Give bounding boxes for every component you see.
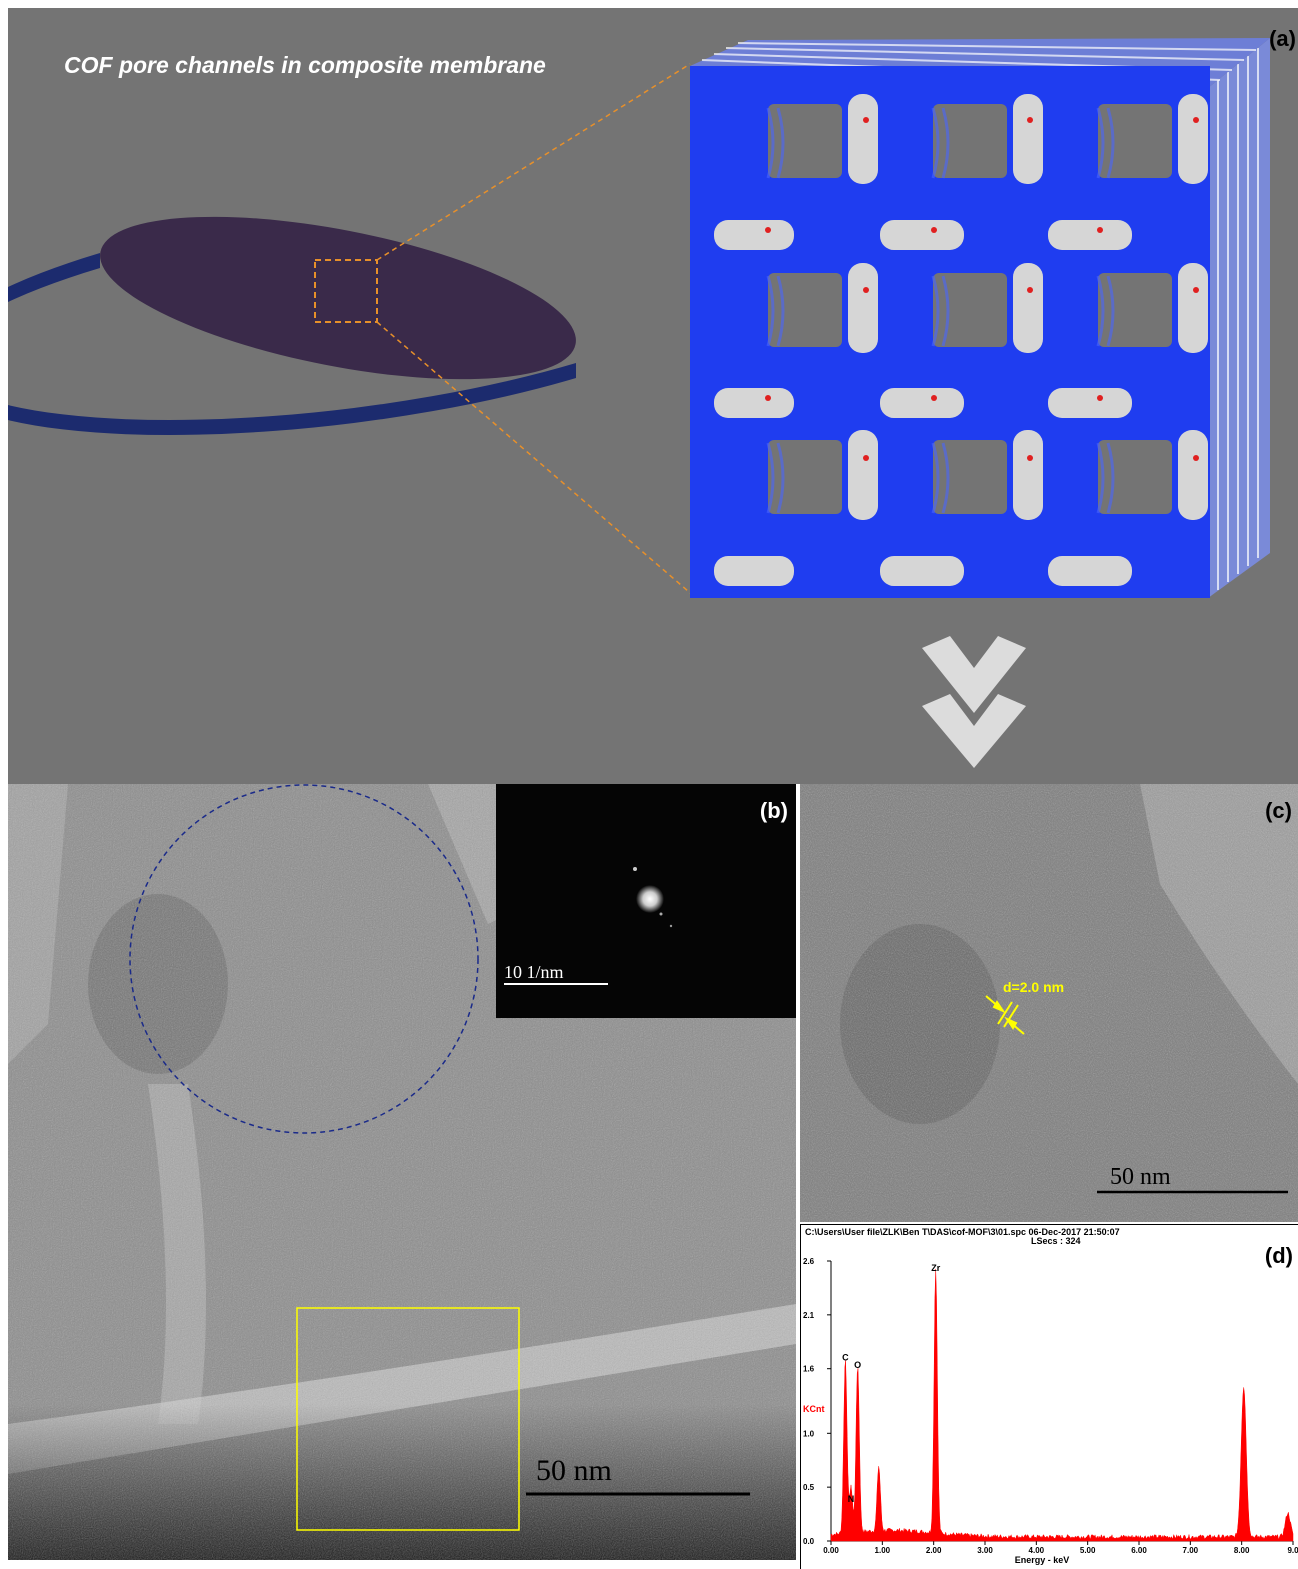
panel-c-tem-image: d=2.0 nm 50 nm (c) — [800, 784, 1298, 1222]
eds-x-tick-label: 0.00 — [823, 1546, 839, 1555]
zoom-line-bottom — [376, 321, 697, 599]
panel-d-label: (d) — [1264, 1243, 1293, 1268]
eds-x-tick-label: 2.00 — [926, 1546, 942, 1555]
panel-a-illustration — [8, 38, 1270, 768]
panel-b-scale-label: 50 nm — [536, 1454, 612, 1487]
panel-a: COF pore channels in composite membrane … — [8, 8, 1298, 784]
saed-scale-label: 10 1/nm — [504, 962, 564, 982]
eds-x-tick-label: 7.00 — [1183, 1546, 1199, 1555]
panel-b-label: (b) — [759, 798, 788, 823]
eds-peak-label: C — [842, 1353, 849, 1363]
eds-y-tick-label: 0.0 — [803, 1537, 815, 1546]
panel-a-label: (a) — [1269, 26, 1296, 51]
eds-y-tick-label: 2.1 — [803, 1311, 815, 1320]
eds-header-path: C:\Users\User file\ZLK\Ben T\DAS\cof-MOF… — [805, 1227, 1120, 1237]
eds-y-tick-label: 2.6 — [803, 1257, 815, 1266]
zoom-line-top — [376, 63, 691, 261]
eds-x-tick-label: 9.0 — [1287, 1546, 1298, 1555]
zoom-box — [314, 259, 378, 323]
d-spacing-marker — [985, 995, 1025, 1035]
panel-c-label: (c) — [1265, 798, 1292, 823]
double-chevron-down-icon — [922, 636, 1026, 768]
eds-peak-label: O — [854, 1360, 861, 1370]
membrane-disc — [8, 216, 576, 436]
eds-y-tick-label: 0.5 — [803, 1483, 815, 1492]
eds-chart: 0.0 0.5 1.0 1.6 2.1 2.6 0.00 1.00 2.00 3.00 4.00 5.… — [803, 1257, 1298, 1565]
eds-x-tick-label: 4.00 — [1029, 1546, 1045, 1555]
eds-x-tick-label: 1.00 — [875, 1546, 891, 1555]
eds-peak-label: Zr — [931, 1263, 940, 1273]
panel-d-eds-spectrum: C:\Users\User file\ZLK\Ben T\DAS\cof-MOF… — [800, 1224, 1298, 1569]
saed-central-spot — [636, 885, 664, 913]
eds-x-tick-label: 5.00 — [1080, 1546, 1096, 1555]
saed-inset: 10 1/nm (b) — [496, 784, 796, 1018]
panel-b-tem-image: 50 nm 10 1/nm (b) — [8, 784, 796, 1560]
eds-x-tick-label: 6.00 — [1131, 1546, 1147, 1555]
panel-c-scale-label: 50 nm — [1110, 1164, 1171, 1190]
eds-x-tick-label: 3.00 — [977, 1546, 993, 1555]
eds-y-tick-label: 1.6 — [803, 1365, 815, 1374]
selected-region-box — [296, 1307, 520, 1531]
eds-header-lsecs: LSecs : 324 — [1031, 1236, 1081, 1246]
eds-x-tick-label: 8.00 — [1234, 1546, 1250, 1555]
eds-x-axis-label: Energy - keV — [1015, 1555, 1070, 1565]
d-spacing-label: d=2.0 nm — [1003, 979, 1065, 995]
panel-a-title: COF pore channels in composite membrane — [64, 52, 546, 78]
eds-spectrum-series — [830, 1268, 1294, 1542]
eds-y-tick-label: 1.0 — [803, 1429, 815, 1438]
crystal-region-circle — [129, 784, 479, 1134]
cof-structure — [690, 38, 1270, 598]
eds-peak-label: N — [848, 1494, 855, 1504]
eds-y-axis-label: KCnt — [803, 1404, 825, 1414]
